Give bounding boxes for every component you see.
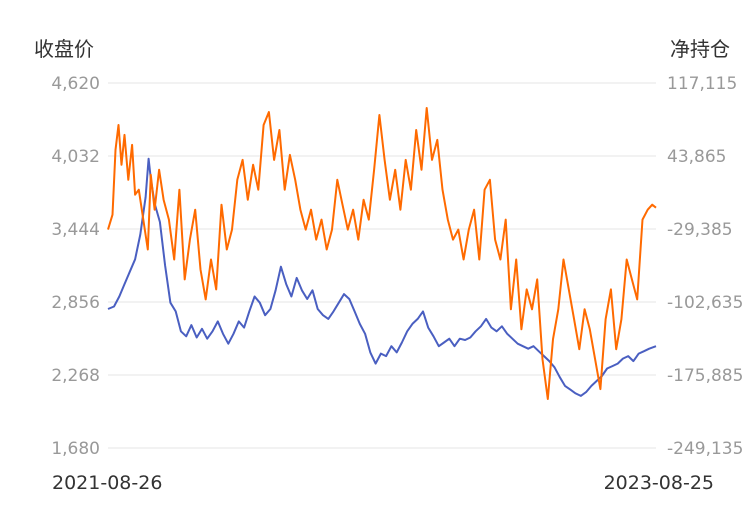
- x-tick-label-end: 2023-08-25: [604, 472, 714, 494]
- right-tick-label: -175,885: [667, 366, 743, 386]
- x-tick-label-start: 2021-08-26: [52, 472, 162, 494]
- right-tick-label: 43,865: [667, 147, 726, 167]
- left-tick-label: 2,856: [51, 293, 100, 313]
- left-axis-ticks: 4,620 4,032 3,444 2,856 2,268 1,680: [51, 74, 100, 459]
- right-axis-title: 净持仓: [670, 37, 730, 61]
- right-tick-label: 117,115: [667, 74, 737, 94]
- left-tick-label: 4,032: [51, 147, 100, 167]
- left-axis-title: 收盘价: [34, 37, 94, 61]
- right-tick-label: -249,135: [667, 439, 743, 459]
- series-line-right-axis: [107, 107, 657, 400]
- left-tick-label: 3,444: [51, 220, 100, 240]
- right-tick-label: -102,635: [667, 293, 743, 313]
- right-axis-ticks: 117,115 43,865 -29,385 -102,635 -175,885 -249…: [667, 74, 743, 459]
- right-tick-label: -29,385: [667, 220, 733, 240]
- grid-lines: [108, 82, 656, 449]
- left-tick-label: 4,620: [51, 74, 100, 94]
- series-lines: [107, 107, 657, 400]
- x-axis-ticks: 2021-08-26 2023-08-25: [52, 472, 714, 494]
- series-line-left-axis: [107, 157, 657, 397]
- left-tick-label: 1,680: [51, 439, 100, 459]
- left-tick-label: 2,268: [51, 366, 100, 386]
